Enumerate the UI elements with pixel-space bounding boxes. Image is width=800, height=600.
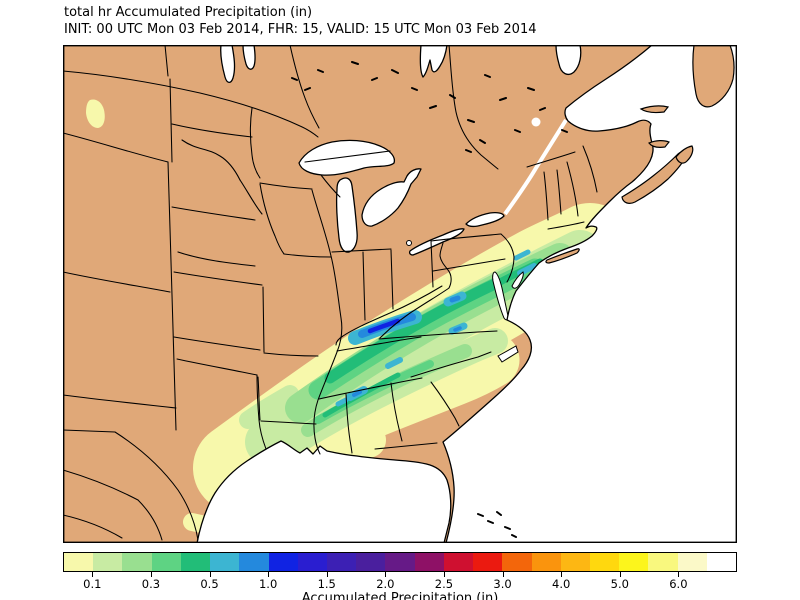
canadian-lake-squiggles — [291, 61, 568, 153]
lake-st-clair — [406, 240, 412, 246]
cape-breton — [675, 145, 694, 164]
bahamas-islands — [477, 511, 517, 538]
colorbar-axis-label: Accumulated Precipitation (in) — [301, 591, 499, 600]
coastlines — [196, 45, 737, 543]
islands — [545, 45, 735, 264]
platte-river — [177, 251, 256, 267]
colorbar-tick — [443, 572, 445, 577]
us-canada-border — [63, 70, 319, 138]
colorbar-tick-label: 1.0 — [258, 577, 278, 591]
colorbar-segment — [64, 553, 94, 571]
colorbar-tick-label: 2.0 — [376, 577, 395, 591]
colorbar-tick-label: 2.5 — [434, 577, 454, 591]
colorbar-segment — [706, 553, 737, 571]
colorbar-tick — [619, 572, 621, 577]
colorbar-tick-label: 0.5 — [200, 577, 219, 591]
rivers-and-small-lakes — [177, 61, 568, 538]
colorbar-tick — [92, 572, 94, 577]
colorbar-segment — [414, 553, 444, 571]
colorbar-segment — [326, 553, 357, 571]
colorbar-tick — [678, 572, 680, 577]
ohio-river — [335, 285, 443, 346]
precipitation-map — [63, 45, 737, 543]
colorbar-tick — [561, 572, 563, 577]
colorbar-segment — [268, 553, 298, 571]
colorbar-tick-label: 4.0 — [552, 577, 571, 591]
colorbar-segment — [180, 553, 211, 571]
colorbar-tick — [385, 572, 387, 577]
colorbar-segment — [356, 553, 386, 571]
colorbar-tick-label: 0.1 — [83, 577, 102, 591]
map-frame — [63, 45, 737, 543]
mississippi-river — [311, 189, 343, 455]
colorbar-tick — [326, 572, 328, 577]
colorbar-tick-label: 1.5 — [317, 577, 336, 591]
colorbar-segment — [385, 553, 415, 571]
colorbar-segment — [648, 553, 678, 571]
long-island — [545, 248, 580, 264]
plot-subtitle: INIT: 00 UTC Mon 03 Feb 2014, FHR: 15, V… — [64, 22, 537, 37]
colorbar-segment — [93, 553, 123, 571]
colorbar-segment — [589, 553, 620, 571]
colorbar-segment — [239, 553, 269, 571]
state-boundaries — [63, 45, 598, 541]
colorbar-segment — [473, 553, 503, 571]
colorbar-segment — [677, 553, 707, 571]
pamlico-sound — [497, 345, 519, 363]
colorbar-segment — [443, 553, 474, 571]
colorbar-segment — [210, 553, 240, 571]
colorbar-segment — [297, 553, 327, 571]
precip-montana-spot — [86, 99, 105, 128]
colorbar-tick-label: 0.3 — [141, 577, 161, 591]
colorbar-tick-label: 6.0 — [669, 577, 688, 591]
colorbar-tick — [502, 572, 504, 577]
anticosti-island — [639, 105, 670, 114]
colorbar-tick — [150, 572, 152, 577]
ontario-quebec-border — [448, 45, 499, 170]
colorbar-segment — [122, 553, 152, 571]
colorbar-tick-label: 3.0 — [493, 577, 512, 591]
delaware-bay — [511, 271, 524, 289]
colorbar — [63, 552, 737, 572]
colorbar-segment — [502, 553, 532, 571]
isle-royale-line — [304, 150, 391, 163]
missouri-river — [181, 139, 241, 181]
colorbar-tick — [268, 572, 270, 577]
plot-title: total hr Accumulated Precipitation (in) — [64, 5, 313, 20]
colorbar-segment — [151, 553, 181, 571]
colorbar-segment — [531, 553, 561, 571]
colorbar-segment — [560, 553, 590, 571]
rio-grande-border — [114, 431, 199, 541]
newfoundland — [692, 45, 735, 108]
plot-titles: total hr Accumulated Precipitation (in) … — [64, 4, 537, 38]
colorbar-tick — [209, 572, 211, 577]
colorbar-segment — [619, 553, 649, 571]
prince-edward-island — [648, 140, 670, 148]
colorbar-tick-label: 5.0 — [610, 577, 629, 591]
map-panel — [63, 45, 737, 543]
